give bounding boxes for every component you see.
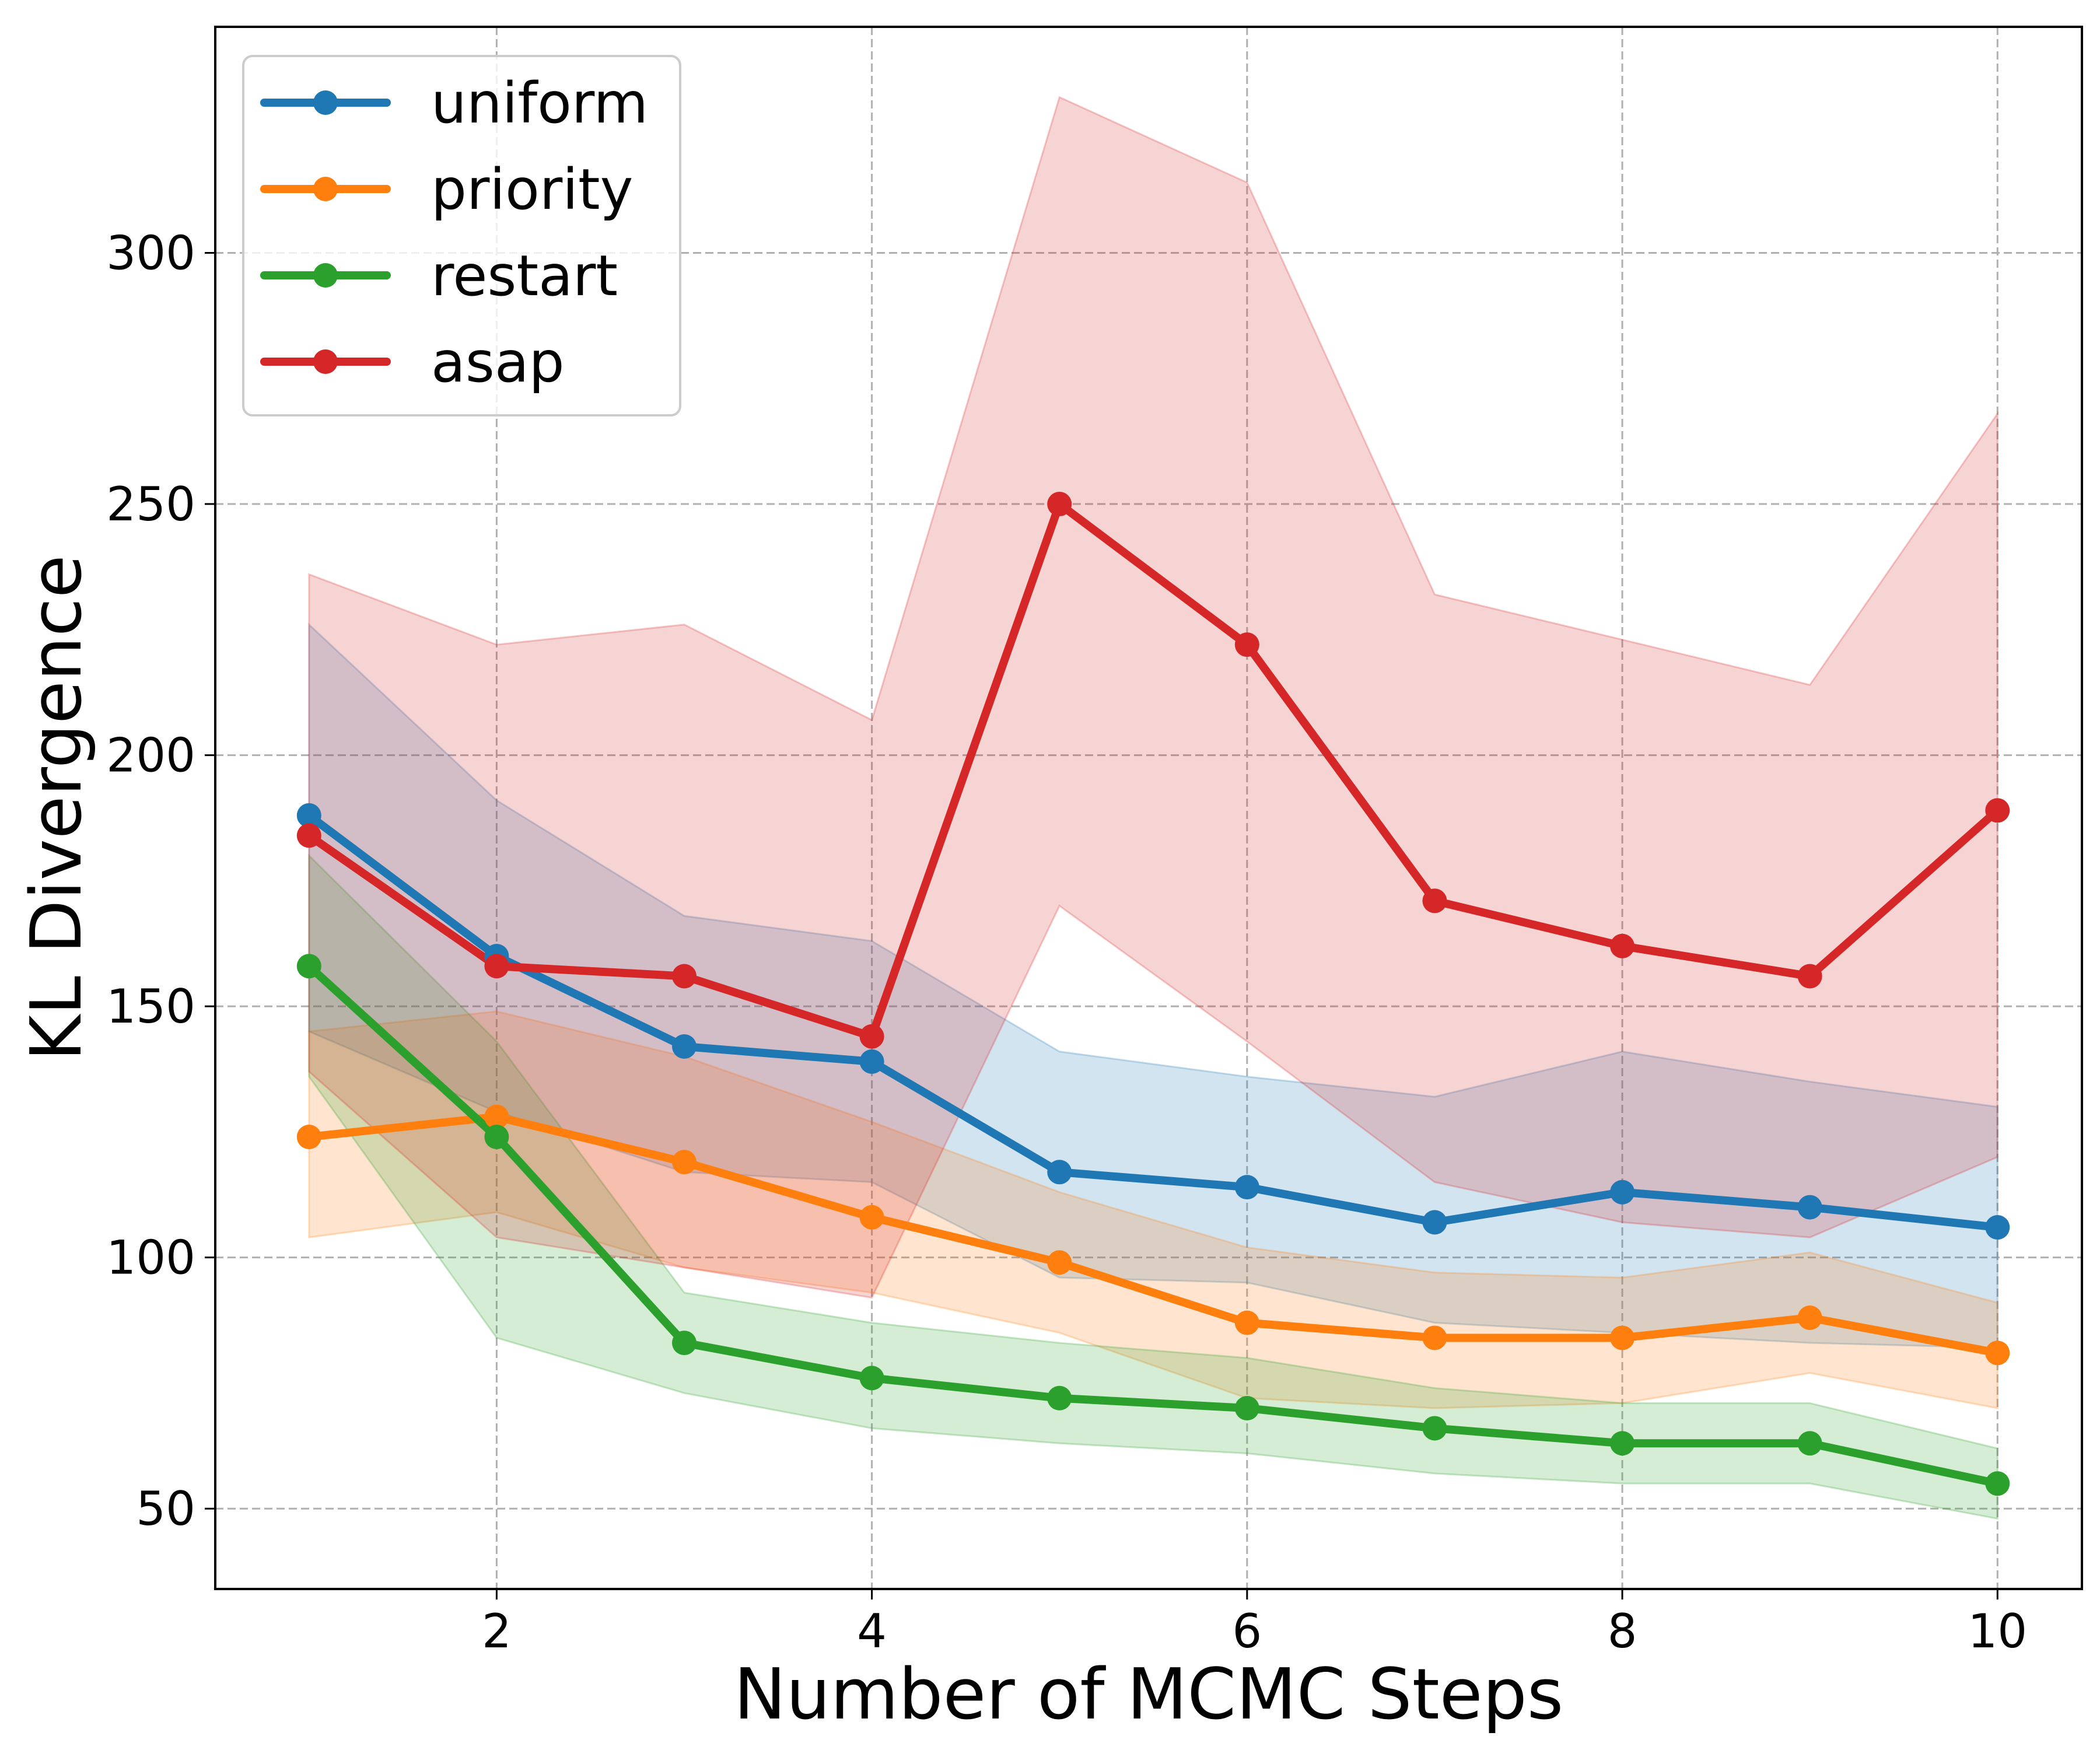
point-restart — [1047, 1385, 1072, 1410]
point-asap — [484, 954, 509, 979]
legend: uniform priority restart asap — [242, 55, 681, 416]
point-restart — [484, 1125, 509, 1150]
point-priority — [1985, 1340, 2010, 1366]
legend-marker-restart — [313, 263, 338, 288]
x-axis-label: Number of MCMC Steps — [734, 1654, 1564, 1735]
point-asap — [672, 964, 697, 989]
point-priority — [296, 1125, 321, 1150]
band-asap — [308, 96, 1999, 1299]
y-tick-label: 50 — [136, 1482, 195, 1536]
legend-marker-asap — [313, 349, 338, 374]
point-asap — [1797, 964, 1822, 989]
y-tick-label: 250 — [106, 477, 195, 531]
point-priority — [1234, 1310, 1259, 1335]
point-uniform — [1234, 1175, 1259, 1200]
point-asap — [1047, 492, 1072, 517]
axis-ticks: 2 4 6 8 10 50 100 150 200 250 300 — [106, 226, 2027, 1658]
point-priority — [672, 1150, 697, 1175]
y-tick-label: 150 — [106, 979, 195, 1034]
point-asap — [1985, 798, 2010, 823]
point-priority — [1610, 1325, 1635, 1350]
x-tick-label: 6 — [1232, 1604, 1262, 1658]
point-uniform — [672, 1034, 697, 1059]
legend-marker-uniform — [313, 90, 338, 115]
legend-box — [242, 55, 681, 416]
x-tick-label: 10 — [1968, 1604, 2027, 1658]
line-asap — [304, 500, 2002, 1041]
point-uniform — [1985, 1215, 2010, 1240]
point-restart — [1797, 1431, 1822, 1456]
point-priority — [1797, 1306, 1822, 1331]
x-tick-label: 8 — [1608, 1604, 1637, 1658]
point-uniform — [1610, 1180, 1635, 1205]
line-priority — [304, 1112, 2002, 1357]
series-lines — [304, 500, 2002, 1488]
y-tick-label: 200 — [106, 729, 195, 783]
point-uniform — [296, 803, 321, 828]
point-priority — [1047, 1250, 1072, 1275]
plot-frame — [214, 26, 2083, 1590]
line-uniform — [304, 811, 2002, 1232]
point-priority — [1422, 1325, 1447, 1350]
y-tick-label: 300 — [106, 226, 195, 280]
point-priority — [484, 1104, 509, 1129]
point-asap — [1610, 933, 1635, 958]
point-restart — [859, 1366, 884, 1391]
band-priority — [308, 1010, 1999, 1409]
point-restart — [672, 1331, 697, 1356]
point-uniform — [1422, 1210, 1447, 1235]
point-priority — [859, 1205, 884, 1230]
point-asap — [1234, 632, 1259, 657]
point-asap — [296, 823, 321, 848]
series-points — [296, 492, 2010, 1496]
point-restart — [296, 954, 321, 979]
point-asap — [859, 1024, 884, 1049]
x-tick-label: 2 — [482, 1604, 512, 1658]
legend-marker-priority — [313, 177, 338, 201]
legend-label-asap: asap — [431, 330, 565, 395]
x-tick-label: 4 — [857, 1604, 887, 1658]
point-restart — [1985, 1471, 2010, 1496]
point-uniform — [1797, 1195, 1822, 1220]
line-restart — [304, 962, 2002, 1488]
point-restart — [1610, 1431, 1635, 1456]
point-restart — [1422, 1416, 1447, 1441]
y-tick-label: 100 — [106, 1231, 195, 1285]
point-restart — [1234, 1396, 1259, 1421]
point-uniform — [1047, 1160, 1072, 1185]
legend-label-priority: priority — [431, 157, 633, 222]
y-axis-label: KL Divergence — [16, 555, 97, 1060]
legend-label-uniform: uniform — [431, 71, 648, 136]
point-uniform — [859, 1049, 884, 1074]
point-asap — [1422, 888, 1447, 914]
legend-label-restart: restart — [431, 243, 618, 309]
